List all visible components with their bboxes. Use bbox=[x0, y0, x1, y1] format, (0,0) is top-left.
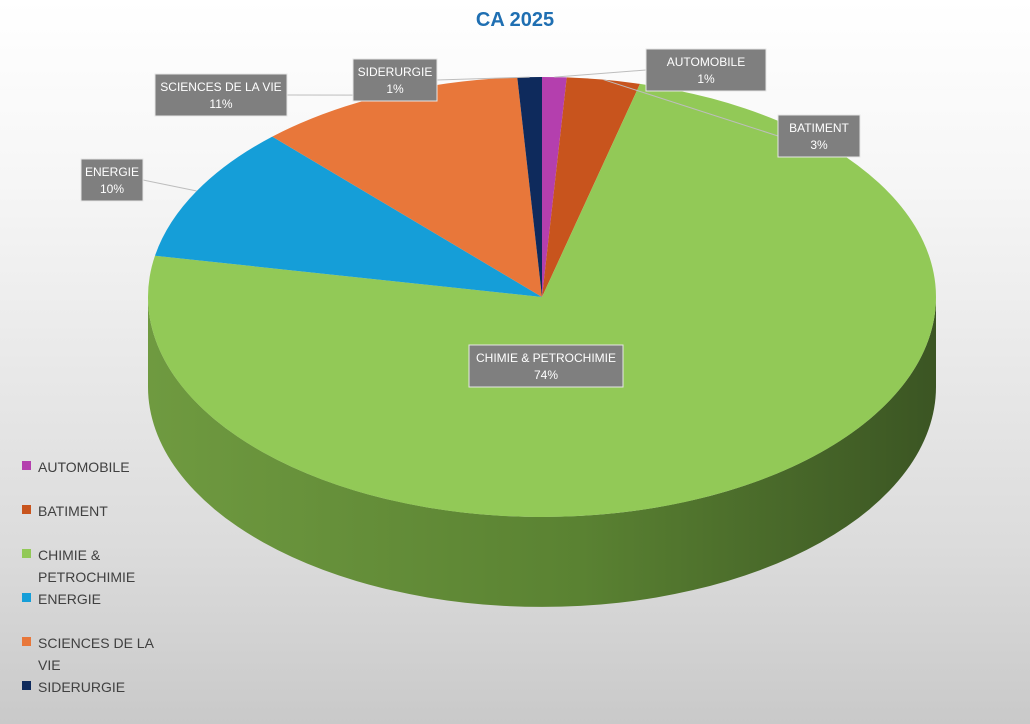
data-label-percent: 1% bbox=[697, 72, 715, 86]
data-labels: AUTOMOBILE 1% BATIMENT 3% CHIMIE & PETROCHIM… bbox=[80, 48, 861, 388]
data-label-box bbox=[468, 344, 624, 388]
data-label-box bbox=[352, 58, 438, 102]
pie-slice-batiment bbox=[542, 77, 640, 298]
data-label-box bbox=[777, 114, 861, 158]
pie-slice-automobile bbox=[542, 77, 567, 297]
leader-line-energie bbox=[142, 179, 197, 192]
legend-swatch-sciences bbox=[22, 637, 31, 646]
data-label-box bbox=[154, 73, 288, 117]
legend-swatch-automobile bbox=[22, 461, 31, 470]
legend-label: BATIMENT bbox=[38, 503, 108, 519]
pie-slice-siderurgie bbox=[517, 77, 542, 297]
data-label-sciences-de-la-vie: SCIENCES DE LA VIE 11% bbox=[154, 73, 288, 117]
legend-swatch-siderurgie bbox=[22, 681, 31, 690]
leader-line-batiment bbox=[603, 79, 779, 137]
pie-slice-sciences-de-la-vie bbox=[272, 77, 542, 298]
data-label-box bbox=[645, 48, 767, 92]
data-label-energie: ENERGIE 10% bbox=[80, 158, 144, 202]
pie-slice-energie bbox=[154, 136, 542, 297]
data-label-category: ENERGIE bbox=[85, 165, 139, 179]
legend-label: AUTOMOBILE bbox=[38, 459, 130, 475]
data-label-percent: 3% bbox=[810, 138, 828, 152]
leader-lines bbox=[142, 69, 779, 192]
data-label-category: AUTOMOBILE bbox=[667, 55, 745, 69]
data-label-siderurgie: SIDERURGIE 1% bbox=[352, 58, 438, 102]
legend-label: CHIMIE & PETROCHIMIE bbox=[38, 547, 136, 585]
data-label-category: BATIMENT bbox=[789, 121, 849, 135]
pie-side-wall bbox=[148, 297, 936, 607]
data-label-box bbox=[80, 158, 144, 202]
leader-line-automobile bbox=[554, 69, 647, 78]
data-label-chimie-petrochimie: CHIMIE & PETROCHIMIE 74% bbox=[468, 344, 624, 388]
data-label-batiment: BATIMENT 3% bbox=[777, 114, 861, 158]
data-label-percent: 10% bbox=[100, 182, 124, 196]
legend-label: SCIENCES DE LA VIE bbox=[38, 635, 154, 673]
chart-title: CA 2025 bbox=[475, 9, 555, 31]
data-label-percent: 11% bbox=[209, 97, 232, 111]
data-label-category: CHIMIE & PETROCHIMIE bbox=[476, 351, 616, 365]
data-label-percent: 1% bbox=[386, 82, 404, 96]
data-label-category: SCIENCES DE LA VIE bbox=[160, 80, 281, 94]
data-label-automobile: AUTOMOBILE 1% bbox=[645, 48, 767, 92]
data-label-category: SIDERURGIE bbox=[358, 65, 433, 79]
pie-layer bbox=[148, 77, 936, 607]
leader-line-siderurgie bbox=[436, 76, 530, 81]
pie-slice-chimie-petrochimie bbox=[148, 83, 936, 517]
legend-label: SIDERURGIE bbox=[38, 679, 126, 695]
data-label-percent: 74% bbox=[534, 368, 558, 382]
legend-swatch-batiment bbox=[22, 505, 31, 514]
legend-swatch-chimie bbox=[22, 549, 31, 558]
legend-label: ENERGIE bbox=[38, 591, 102, 607]
legend-swatch-energie bbox=[22, 593, 31, 602]
